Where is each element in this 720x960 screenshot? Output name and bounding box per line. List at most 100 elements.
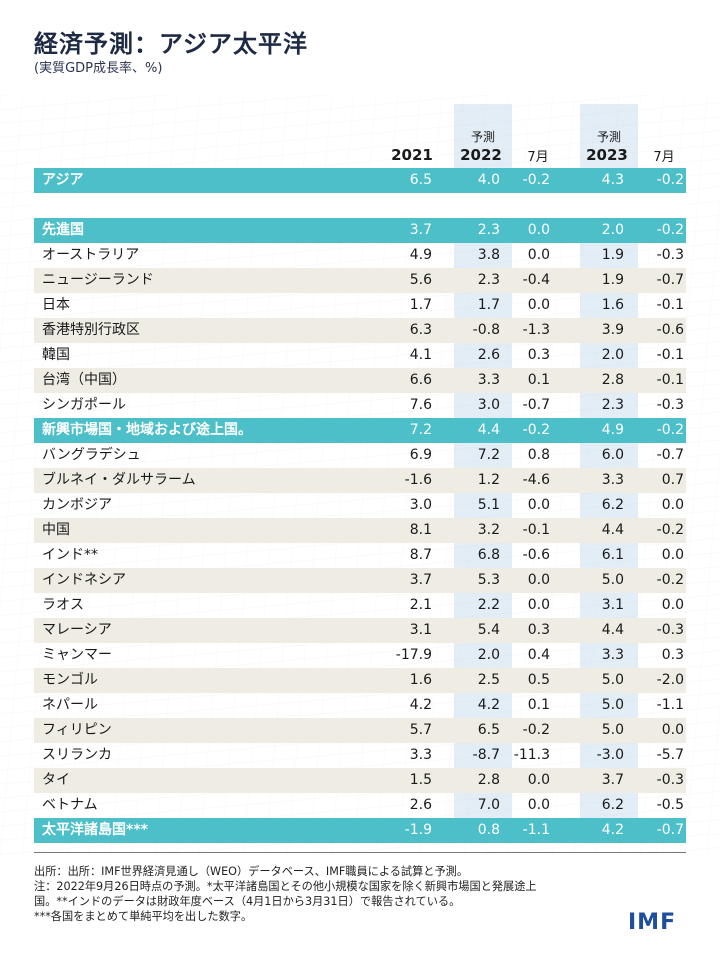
row-label: 香港特別行政区	[42, 322, 140, 338]
row-value: 0.0	[527, 247, 550, 263]
table-row: ニュージーランド 5.6 2.3 -0.4 1.9 -0.7	[34, 268, 686, 293]
row-label: ネパール	[42, 697, 98, 713]
row-value: 8.7	[409, 547, 432, 563]
row-label: インド**	[42, 547, 98, 563]
row-value: 0.0	[661, 497, 684, 513]
row-value: 5.0	[601, 697, 624, 713]
row-value: 5.3	[477, 572, 500, 588]
table-row: インド** 8.7 6.8 -0.6 6.1 0.0	[34, 543, 686, 568]
header-2023: 2023	[586, 146, 628, 164]
row-label: ミャンマー	[42, 647, 112, 663]
row-value: -0.3	[656, 247, 684, 263]
row-label: フィリピン	[42, 722, 112, 738]
row-value: 7.6	[409, 397, 432, 413]
row-value: 5.0	[601, 722, 624, 738]
row-value: 0.0	[527, 222, 550, 238]
row-label: モンゴル	[42, 672, 98, 688]
row-value: -0.2	[656, 172, 684, 188]
footnotes: 出所：出所：IMF世界経済見通し（WEO）データベース、IMF職員による試算と予…	[34, 864, 594, 924]
row-value: 2.5	[477, 672, 500, 688]
table-row: 太平洋諸島国*** -1.9 0.8 -1.1 4.2 -0.7	[34, 818, 686, 843]
row-value: 4.0	[477, 172, 500, 188]
row-value: -0.2	[522, 422, 550, 438]
table-row: タイ 1.5 2.8 0.0 3.7 -0.3	[34, 768, 686, 793]
footnote-source: 出所：出所：IMF世界経済見通し（WEO）データベース、IMF職員による試算と予…	[34, 865, 469, 878]
notes-divider	[34, 852, 686, 853]
row-value: 1.9	[601, 247, 624, 263]
row-value: -0.2	[522, 172, 550, 188]
row-value: 6.2	[601, 797, 624, 813]
row-label: アジア	[42, 172, 84, 188]
row-value: 6.0	[601, 447, 624, 463]
page-title: 経済予測：アジア太平洋	[34, 30, 309, 58]
table-row: 韓国 4.1 2.6 0.3 2.0 -0.1	[34, 343, 686, 368]
row-value: -0.7	[656, 822, 684, 838]
row-value: 2.8	[601, 372, 624, 388]
row-value: 3.9	[601, 322, 624, 338]
row-value: 3.1	[601, 597, 624, 613]
table-row: 先進国 3.7 2.3 0.0 2.0 -0.2	[34, 218, 686, 243]
row-value: -0.2	[656, 572, 684, 588]
row-value: 7.2	[477, 447, 500, 463]
row-value: 0.1	[527, 372, 550, 388]
row-value: -0.3	[656, 397, 684, 413]
row-label: マレーシア	[42, 622, 112, 638]
row-value: -0.2	[522, 722, 550, 738]
row-value: 6.1	[601, 547, 624, 563]
row-value: 0.0	[661, 722, 684, 738]
row-value: 3.2	[477, 522, 500, 538]
row-value: 2.6	[477, 347, 500, 363]
row-value: 6.5	[409, 172, 432, 188]
row-label: スリランカ	[42, 747, 112, 763]
row-value: -0.6	[522, 547, 550, 563]
row-value: 2.2	[477, 597, 500, 613]
row-value: 2.3	[477, 272, 500, 288]
row-value: 5.0	[601, 572, 624, 588]
row-value: -2.0	[656, 672, 684, 688]
row-value: 6.8	[477, 547, 500, 563]
row-value: 0.0	[527, 497, 550, 513]
row-value: -17.9	[395, 647, 432, 663]
row-value: 4.2	[409, 697, 432, 713]
row-value: -0.7	[522, 397, 550, 413]
row-value: 2.0	[477, 647, 500, 663]
forecast-table: アジア 6.5 4.0 -0.2 4.3 -0.2 先進国 3.7 2.3 0.0 2.0 -0.2 オ…	[34, 168, 686, 843]
row-label: 太平洋諸島国***	[42, 822, 148, 838]
row-value: 3.7	[409, 222, 432, 238]
table-row: ブルネイ・ダルサラーム -1.6 1.2 -4.6 3.3 0.7	[34, 468, 686, 493]
row-value: 0.3	[527, 347, 550, 363]
forecast-label-2022: 予測	[470, 130, 495, 144]
header-july-1: 7月	[527, 150, 549, 165]
row-value: 0.7	[661, 472, 684, 488]
row-value: 1.6	[601, 297, 624, 313]
row-label: ニュージーランド	[42, 272, 154, 288]
footnote-note-3: ***各国をまとめて単純平均を出した数字。	[34, 910, 253, 923]
row-label: オーストラリア	[42, 247, 140, 263]
row-value: -5.7	[656, 747, 684, 763]
forecast-label-2023: 予測	[596, 130, 621, 144]
row-value: 3.7	[601, 772, 624, 788]
row-value: -1.9	[404, 822, 432, 838]
row-value: 0.0	[527, 772, 550, 788]
row-value: 1.2	[477, 472, 500, 488]
row-value: 5.1	[477, 497, 500, 513]
row-value: -0.7	[656, 272, 684, 288]
row-label: ラオス	[42, 597, 84, 613]
table-row: カンボジア 3.0 5.1 0.0 6.2 0.0	[34, 493, 686, 518]
row-value: 3.3	[477, 372, 500, 388]
row-value: 3.3	[601, 472, 624, 488]
row-value: 0.0	[527, 597, 550, 613]
row-value: 3.1	[409, 622, 432, 638]
table-row: ベトナム 2.6 7.0 0.0 6.2 -0.5	[34, 793, 686, 818]
row-value: -0.1	[656, 297, 684, 313]
row-value: -0.3	[656, 772, 684, 788]
row-label: ブルネイ・ダルサラーム	[42, 472, 196, 488]
row-value: 0.4	[527, 647, 550, 663]
row-label: カンボジア	[42, 497, 112, 513]
row-value: 0.0	[661, 547, 684, 563]
row-value: 6.6	[409, 372, 432, 388]
row-value: -1.1	[656, 697, 684, 713]
row-value: 2.1	[409, 597, 432, 613]
row-value: -0.1	[522, 522, 550, 538]
row-value: 0.3	[661, 647, 684, 663]
